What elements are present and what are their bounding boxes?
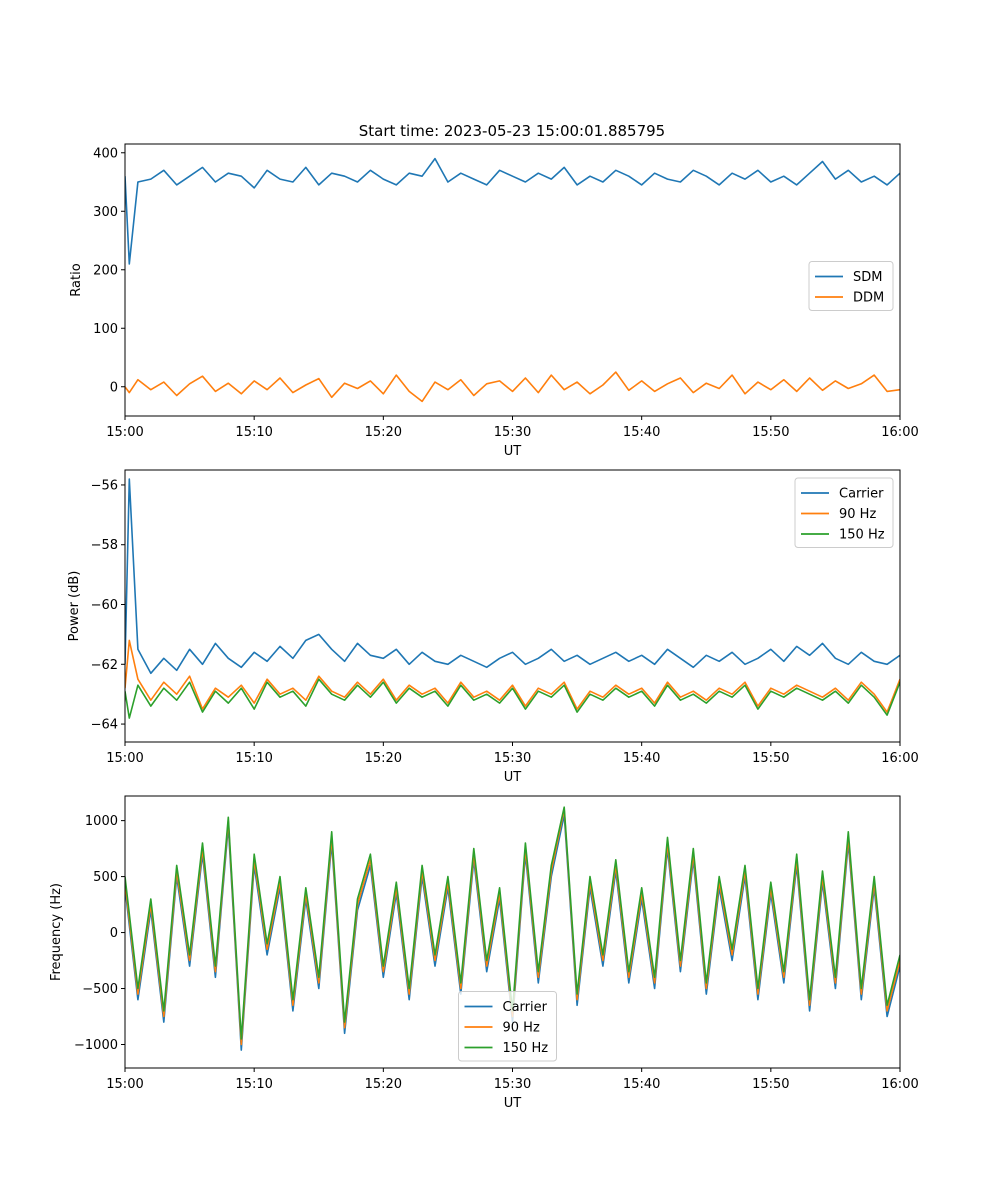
legend-box xyxy=(458,991,557,1062)
y-tick-label: −500 xyxy=(82,982,118,997)
legend-label: 150 Hz xyxy=(503,1041,549,1056)
y-tick-label: 400 xyxy=(93,146,118,161)
y-tick-label: −62 xyxy=(91,658,118,673)
x-tick-label: 15:20 xyxy=(365,425,402,440)
figure-title: Start time: 2023-05-23 15:00:01.885795 xyxy=(359,122,665,140)
legend-box xyxy=(808,261,894,311)
plots-container: 15:00 15:10 15:20 15:30 15:40 15:50 16:00 400 30… xyxy=(49,143,919,1111)
x-tick-label: 15:30 xyxy=(494,1077,531,1092)
x-axis-label: UT xyxy=(504,1096,522,1111)
subplot-1: 15:00 15:10 15:20 15:30 15:40 15:50 16:00 400 30… xyxy=(69,143,919,459)
x-tick-label: 15:50 xyxy=(752,1077,789,1092)
y-tick-label: −64 xyxy=(91,718,118,733)
y-tick-label: 500 xyxy=(93,870,118,885)
x-axis-label: UT xyxy=(504,444,522,459)
y-tick-label: 1000 xyxy=(85,814,118,829)
legend-label: 90 Hz xyxy=(503,1021,540,1036)
x-tick-label: 15:40 xyxy=(623,425,660,440)
legend-box xyxy=(794,477,894,548)
legend-label: DDM xyxy=(853,291,884,306)
series-line-carrier xyxy=(125,478,900,675)
x-tick-label: 15:00 xyxy=(106,751,143,766)
series-group xyxy=(125,157,900,403)
subplot-2: 15:00 15:10 15:20 15:30 15:40 15:50 16:00 −56 −5… xyxy=(67,469,919,785)
y-tick-label: 0 xyxy=(110,926,118,941)
legend: Carrier 90 Hz 150 Hz xyxy=(458,991,557,1062)
series-line-150-hz xyxy=(125,678,900,719)
y-tick-label: −1000 xyxy=(74,1038,118,1053)
y-tick-label: 100 xyxy=(93,322,118,337)
series-line-sdm xyxy=(125,157,900,265)
x-tick-label: 15:30 xyxy=(494,751,531,766)
y-tick-label: −56 xyxy=(91,478,118,493)
x-tick-label: 15:00 xyxy=(106,425,143,440)
y-axis-label: Ratio xyxy=(69,263,84,296)
legend-label: Carrier xyxy=(839,487,884,502)
series-line-90-hz xyxy=(125,639,900,713)
legend-label: 90 Hz xyxy=(839,507,876,522)
x-tick-label: 15:50 xyxy=(752,751,789,766)
legend-label: 150 Hz xyxy=(839,528,885,543)
x-tick-label: 16:00 xyxy=(881,425,918,440)
y-tick-label: −60 xyxy=(91,598,118,613)
series-group xyxy=(125,478,900,719)
series-line-ddm xyxy=(125,371,900,403)
x-tick-label: 15:10 xyxy=(235,425,272,440)
y-tick-label: 0 xyxy=(110,380,118,395)
x-tick-label: 16:00 xyxy=(881,751,918,766)
x-tick-label: 15:20 xyxy=(365,1077,402,1092)
legend-label: Carrier xyxy=(503,1000,548,1015)
x-tick-label: 15:40 xyxy=(623,751,660,766)
y-axis-label: Frequency (Hz) xyxy=(49,883,64,981)
x-tick-label: 15:20 xyxy=(365,751,402,766)
legend: Carrier 90 Hz 150 Hz xyxy=(794,477,894,548)
subplot-3: 15:00 15:10 15:20 15:30 15:40 15:50 16:00 1000 5… xyxy=(49,795,919,1111)
y-axis-label: Power (dB) xyxy=(67,571,82,642)
x-tick-label: 15:40 xyxy=(623,1077,660,1092)
legend-label: SDM xyxy=(853,270,882,285)
y-tick-label: 200 xyxy=(93,263,118,278)
x-tick-label: 15:10 xyxy=(235,1077,272,1092)
x-tick-label: 16:00 xyxy=(881,1077,918,1092)
y-tick-label: −58 xyxy=(91,538,118,553)
x-tick-label: 15:10 xyxy=(235,751,272,766)
x-tick-label: 15:30 xyxy=(494,425,531,440)
y-tick-label: 300 xyxy=(93,205,118,220)
x-tick-label: 15:00 xyxy=(106,1077,143,1092)
legend: SDM DDM xyxy=(808,261,894,311)
x-axis-label: UT xyxy=(504,770,522,785)
x-tick-label: 15:50 xyxy=(752,425,789,440)
